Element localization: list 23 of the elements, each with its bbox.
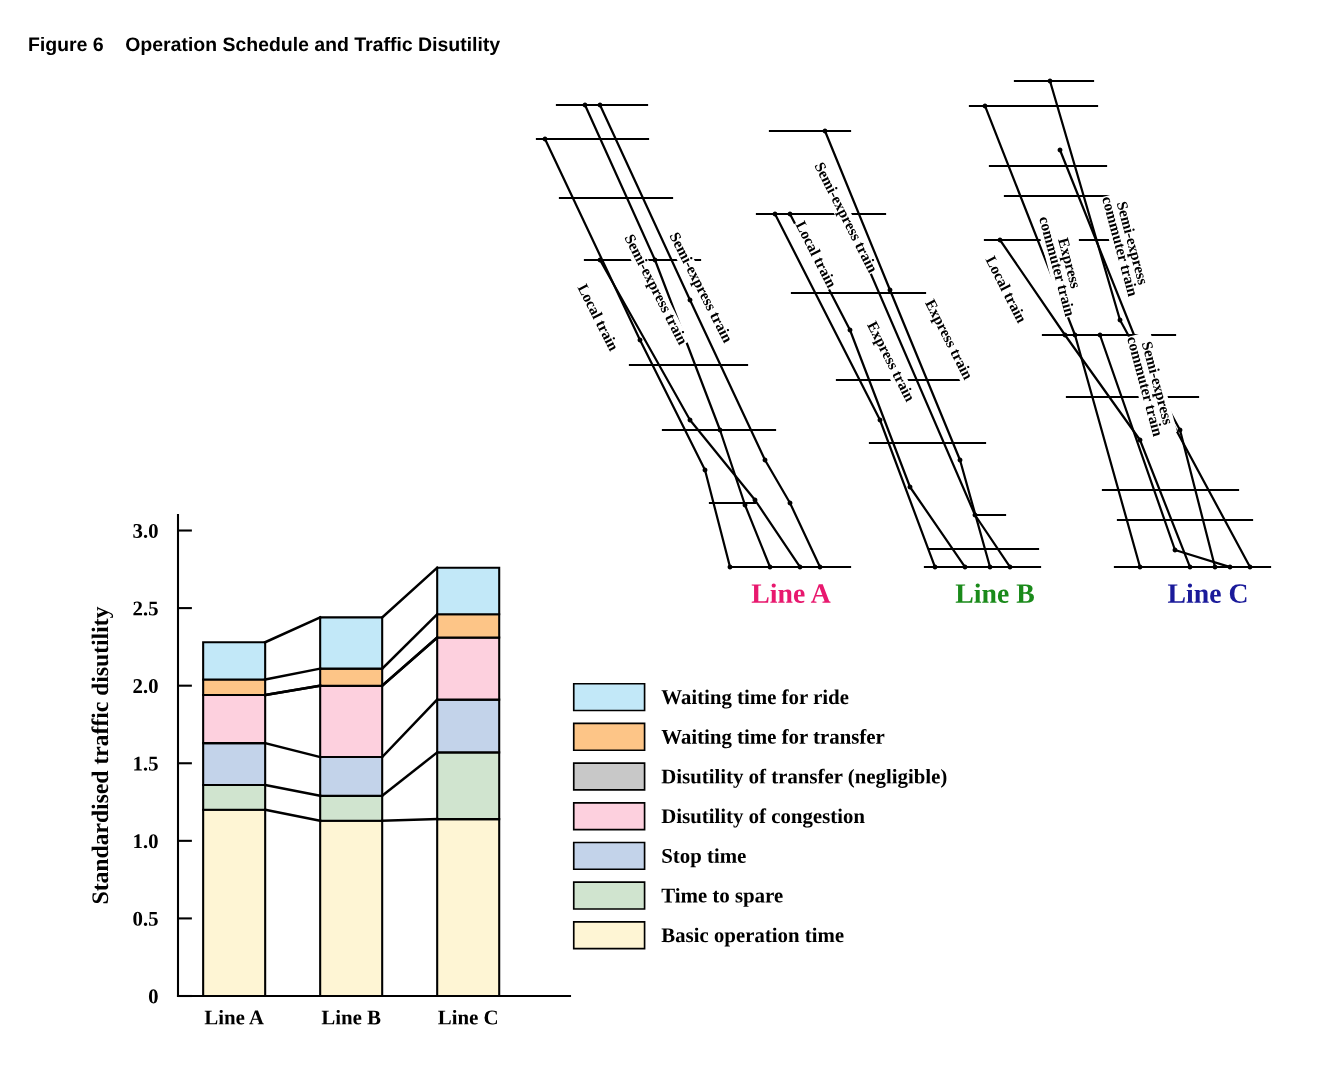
legend-label: Stop time bbox=[662, 848, 746, 868]
y-tick-label: 2.0 bbox=[133, 679, 158, 694]
legend-label: Time to spare bbox=[661, 887, 783, 907]
y-tick-label: 3.0 bbox=[133, 523, 158, 539]
x-tick-label: Line A bbox=[204, 1009, 264, 1025]
y-tick-label: 2.5 bbox=[133, 601, 158, 616]
text: Express commuter train bbox=[1038, 215, 1081, 318]
legend-label: Waiting time for ride bbox=[661, 689, 849, 709]
text: Line A bbox=[751, 583, 831, 603]
text: Line C bbox=[1167, 583, 1247, 603]
text: Line B bbox=[955, 583, 1034, 603]
y-tick-label: 0 bbox=[148, 989, 158, 1004]
y-tick-label: 1.0 bbox=[134, 834, 158, 849]
legend-label: Disutility of congestion bbox=[661, 808, 865, 828]
y-axis-title: Standardised traffic disutility bbox=[91, 606, 114, 904]
legend-label: Waiting time for transfer bbox=[661, 728, 885, 749]
legend-label: Basic operation time bbox=[661, 927, 844, 947]
x-tick-label: Line B bbox=[321, 1009, 381, 1025]
y-tick-label: 1.5 bbox=[134, 756, 158, 771]
legend-label: Disutility of transfer (negligible) bbox=[661, 768, 947, 788]
y-tick-label: 0.5 bbox=[133, 911, 158, 926]
x-tick-label: Line C bbox=[438, 1009, 497, 1025]
chart-title: Figure 6 Operation Schedule and Traffic Disutility bbox=[29, 36, 501, 56]
